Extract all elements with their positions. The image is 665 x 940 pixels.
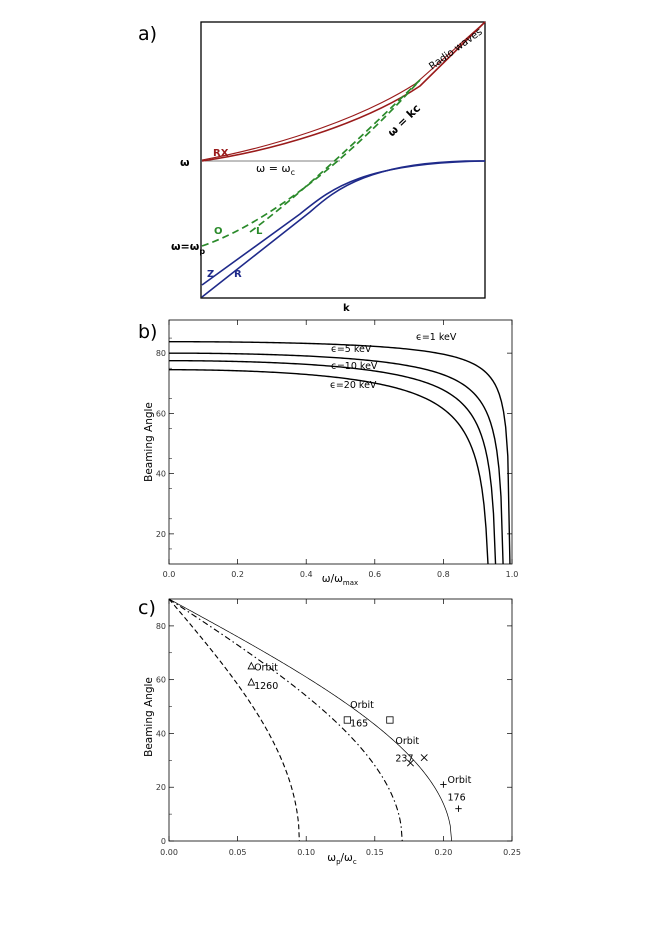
panel-b-series-label: ϵ=5 keV [331,344,372,355]
panel-b-ytick-label: 60 [156,409,166,418]
orbit-annotation-number: 237 [395,754,413,765]
marker-triangle [247,677,256,686]
panel-b-ytick-label: 20 [156,530,166,539]
panel-c-xtick-label: 0.05 [229,848,247,857]
panel-c-ticks: 0.00 0.05 0.10 0.15 0.20 0.25 0 20 40 60 80 [156,599,521,857]
panel-c-label: c) [138,597,156,619]
k-axis-label: k [343,303,350,314]
panel-b-series-line [169,352,504,565]
panel-b-xtick-label: 0.0 [163,570,176,579]
panel-c-curve-solid [168,598,452,842]
panel-b-xtick-label: 0.2 [231,570,244,579]
panel-c: c) Beaming Angle ωp/ωc 0.00 0.05 0.10 0.15 0… [138,597,521,866]
l-mode-curve [249,79,421,233]
panel-b: b) Beaming Angle ω/ωmax 0.0 0.2 0.4 0.6 0.8 1… [138,319,519,587]
orbit-annotation-label: Orbit [448,775,472,786]
panel-c-curves [168,598,452,842]
panel-b-series-label: ϵ=10 keV [331,361,378,372]
l-label: L [256,226,263,237]
panel-c-xtick-label: 0.15 [366,848,384,857]
orbit-annotation-label: Orbit [350,700,374,711]
marker-x [406,759,414,767]
panel-c-xtick-label: 0.00 [160,848,178,857]
panel-b-series-line [169,340,511,565]
panel-c-ytick-label: 40 [156,729,166,738]
panel-b-ytick-label: 40 [156,470,166,479]
marker-plus [455,805,462,812]
panel-c-ytick-label: 80 [156,622,166,631]
panel-c-ytick-label: 60 [156,676,166,685]
panel-b-ticks: 0.0 0.2 0.4 0.6 0.8 1.0 20 40 60 80 [156,320,519,579]
marker-square [386,716,394,724]
panel-c-ytick-label: 0 [161,837,166,846]
panel-b-xtick-label: 0.4 [300,570,313,579]
panel-c-curve-dashed [168,598,300,842]
marker-plus [440,781,447,788]
panel-b-ylabel: Beaming Angle [143,402,155,482]
panel-a-label: a) [138,23,157,45]
panel-b-curves [169,340,511,565]
panel-c-xtick-label: 0.10 [297,848,315,857]
panel-b-ytick-label: 80 [156,349,166,358]
z-mode-curve [201,160,486,286]
omega-p-axis-label: ω=ωp [171,240,205,256]
omega-axis-label: ω [180,156,190,169]
orbit-annotation-number: 176 [448,793,466,804]
panel-b-xtick-label: 1.0 [506,570,519,579]
panel-c-xtick-label: 0.25 [503,848,521,857]
marker-square [343,716,351,724]
panel-a: a) RX O L Z R ω = ωc ω ω=ωp ω = kc Radio… [138,21,486,314]
panel-c-xlabel: ωp/ωc [327,852,357,866]
panel-b-frame [168,319,513,565]
omega-c-label: ω = ωc [256,162,295,177]
panel-a-frame [200,21,486,299]
r-label: R [234,269,242,280]
r-mode-curve [201,160,486,298]
panel-b-label: b) [138,321,157,343]
z-label: Z [207,269,214,280]
lo-mode-curves [201,79,421,247]
panel-b-series-line [169,369,489,565]
panel-b-legend-labels: ϵ=1 keV ϵ=5 keV ϵ=10 keV ϵ=20 keV [330,332,457,391]
panel-c-frame [168,598,513,842]
panel-b-xtick-label: 0.8 [437,570,450,579]
panel-b-series-label: ϵ=20 keV [330,380,377,391]
o-label: O [214,226,223,237]
panel-c-curve-dashdot [168,598,403,842]
orbit-annotation-number: 165 [350,719,368,730]
panel-c-ytick-label: 20 [156,783,166,792]
rx-curve-upper [201,21,486,161]
panel-c-ylabel: Beaming Angle [143,677,155,757]
panel-b-xlabel: ω/ωmax [322,573,358,587]
panel-b-series-label: ϵ=1 keV [416,332,457,343]
orbit-annotation-label: Orbit [395,736,419,747]
panel-b-xtick-label: 0.6 [368,570,381,579]
rx-mode-curves [201,21,486,162]
rx-label: RX [213,148,229,159]
panel-b-series-line [169,359,497,565]
orbit-annotation-number: 1260 [254,681,278,692]
panel-c-points [247,661,462,812]
rx-curve-lower [201,21,486,162]
radio-waves-label: Radio waves [427,27,484,73]
marker-x [420,754,428,762]
panel-c-annotations: Orbit 1260 Orbit 165 Orbit 237 Orbit 176 [254,662,472,803]
orbit-annotation-label: Orbit [254,662,278,673]
panel-c-xtick-label: 0.20 [434,848,452,857]
zr-mode-curves [201,160,486,298]
marker-triangle [247,661,256,670]
